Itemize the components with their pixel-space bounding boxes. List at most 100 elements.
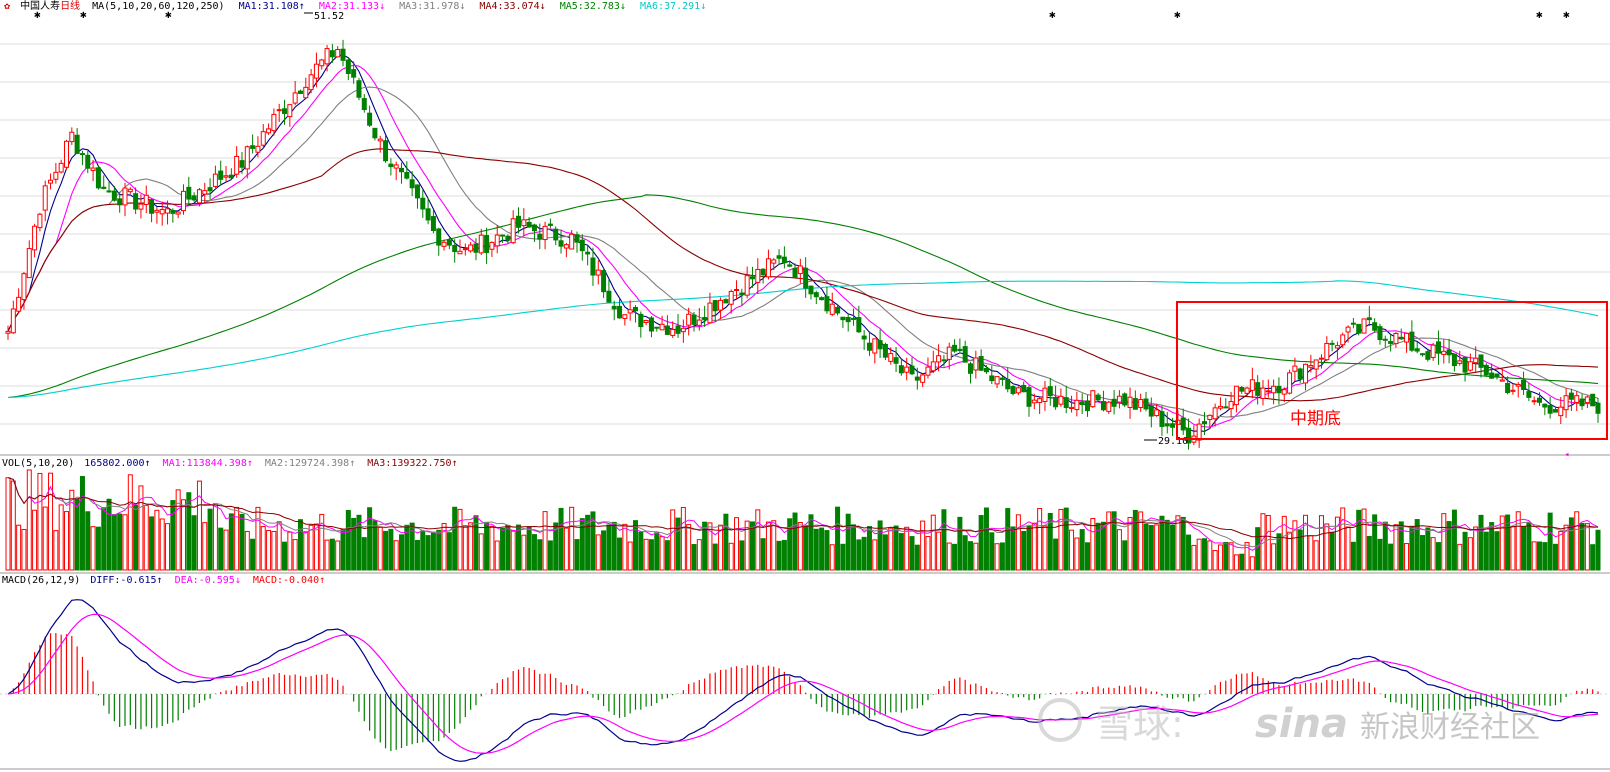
candle-body — [723, 299, 729, 304]
candle-body — [1111, 398, 1117, 407]
candle-body — [127, 188, 133, 193]
candle-body — [122, 187, 128, 206]
volume-bar — [569, 506, 575, 571]
volume-bar — [1010, 526, 1016, 571]
volume-bar — [329, 538, 335, 571]
candle-body — [670, 329, 676, 336]
candle-body — [914, 376, 920, 381]
candle-body — [1138, 399, 1144, 408]
candle-body — [590, 257, 596, 276]
volume-bar — [138, 485, 144, 571]
star-icon: ✱ — [34, 8, 41, 21]
candle-body — [563, 244, 569, 249]
candle-body — [16, 296, 22, 312]
volume-bar — [1308, 535, 1314, 571]
vol-ma2-label: MA2: — [265, 458, 289, 469]
volume-bar — [606, 524, 612, 571]
volume-bar — [1595, 529, 1601, 571]
candle-body — [74, 134, 80, 154]
volume-bar — [755, 509, 761, 571]
candle-body — [569, 233, 575, 250]
candle-body — [734, 288, 740, 291]
candle-body — [1116, 395, 1122, 403]
volume-bar — [1356, 509, 1362, 571]
ma2-value: 31.133↓ — [343, 1, 385, 12]
volume-bar — [21, 528, 27, 571]
candle-body — [904, 366, 910, 373]
volume-bar — [787, 518, 793, 571]
volume-bar — [32, 509, 38, 571]
volume-bar — [691, 544, 697, 571]
candle-body — [1510, 389, 1516, 392]
volume-bar — [781, 539, 787, 571]
candle-body — [1574, 395, 1580, 403]
candle-body — [154, 209, 160, 213]
volume-header: VOL(5,10,20) 165802.000↑ MA1:113844.398↑… — [2, 458, 458, 469]
volume-bar — [484, 521, 490, 571]
volume-bar — [1297, 529, 1303, 571]
candle-body — [1467, 361, 1473, 371]
candle-body — [1505, 382, 1511, 394]
candle-body — [1324, 342, 1330, 361]
volume-bar — [749, 521, 755, 571]
volume-bar — [388, 528, 394, 571]
volume-bar — [1590, 544, 1596, 571]
ma3-line — [7, 86, 1599, 418]
candle-body — [1228, 401, 1234, 410]
candle-body — [952, 344, 958, 352]
candle-body — [659, 323, 665, 331]
volume-bar — [462, 525, 468, 571]
volume-bar — [149, 516, 155, 571]
candle-body — [441, 241, 447, 247]
candle-body — [962, 346, 968, 363]
candle-body — [1287, 372, 1293, 394]
price-header: ✿ 中国人寿日线 MA(5,10,20,60,120,250) MA1:31.1… — [4, 0, 706, 12]
candle-body — [212, 173, 218, 187]
volume-bar — [877, 520, 883, 571]
candle-body — [776, 255, 782, 259]
candle-body — [457, 250, 463, 255]
candle-body — [595, 269, 601, 276]
candle-body — [771, 259, 777, 264]
candle-body — [90, 167, 96, 171]
volume-bar — [819, 527, 825, 571]
volume-bar — [1420, 535, 1426, 571]
candle-body — [1031, 399, 1037, 404]
sina-logo: sina — [1255, 701, 1348, 747]
candle-body — [228, 174, 234, 179]
volume-bar — [1372, 514, 1378, 571]
volume-bar — [1265, 515, 1271, 571]
candle-body — [1095, 394, 1101, 401]
candle-body — [1249, 379, 1255, 391]
candle-body — [606, 290, 612, 303]
candle-body — [95, 167, 101, 189]
candle-body — [1122, 393, 1128, 406]
candle-body — [430, 216, 436, 231]
volume-bar — [1435, 542, 1441, 571]
candle-body — [983, 367, 989, 373]
volume-bar — [292, 539, 298, 571]
volume-bar — [675, 517, 681, 571]
volume-bar — [1090, 518, 1096, 571]
candle-body — [223, 175, 229, 178]
candle-body — [1079, 401, 1085, 406]
candle-body — [117, 198, 123, 206]
candle-body — [1334, 345, 1340, 349]
period-label: 日线 — [60, 0, 80, 12]
candle-body — [1420, 353, 1426, 356]
volume-bar — [973, 542, 979, 571]
volume-bar — [547, 540, 553, 571]
candle-body — [749, 276, 755, 280]
ma5-label: MA5: — [560, 1, 584, 12]
candle-body — [808, 285, 814, 295]
diff-value: -0.615↑ — [120, 575, 162, 586]
volume-bar — [526, 526, 532, 571]
candle-body — [781, 256, 787, 264]
volume-bar — [670, 509, 676, 571]
volume-bar — [574, 539, 580, 571]
candle-body — [1526, 391, 1532, 398]
candle-body — [675, 325, 681, 334]
candle-body — [558, 240, 564, 247]
candle-body — [579, 239, 585, 252]
